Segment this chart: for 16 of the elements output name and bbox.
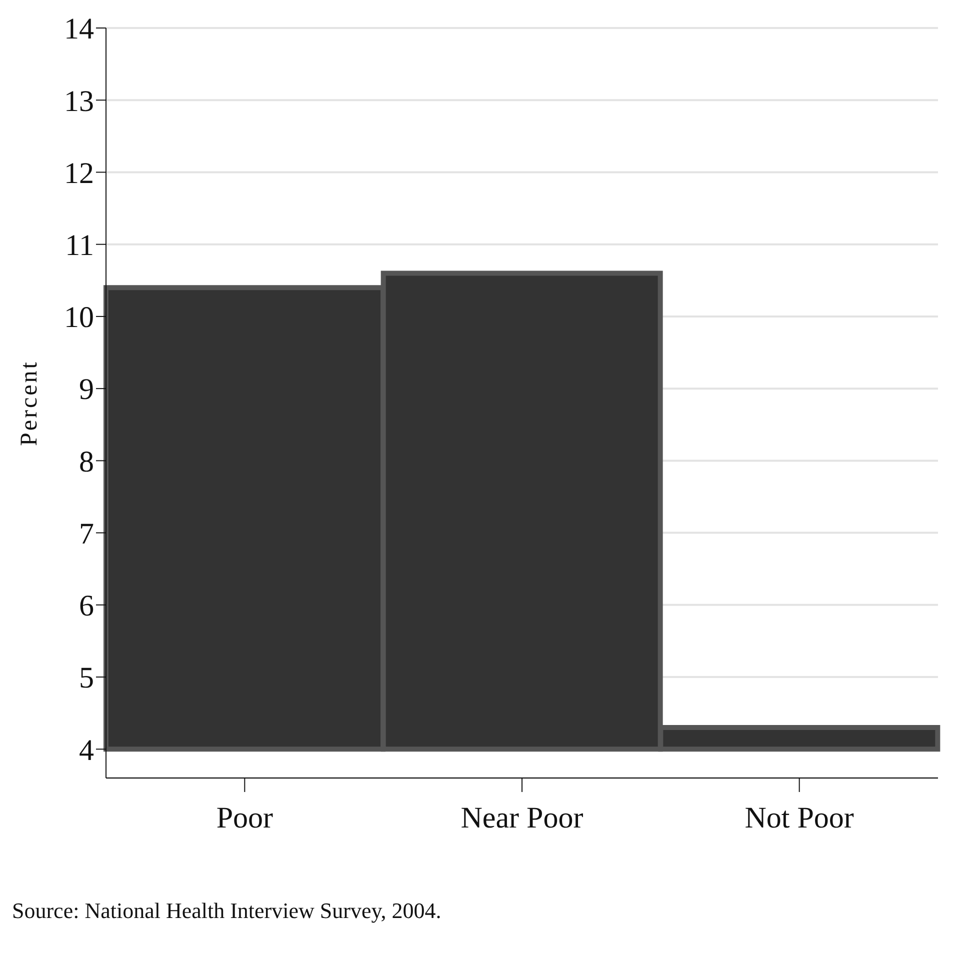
y-tick-label: 5 xyxy=(79,662,94,695)
y-tick-label: 6 xyxy=(79,590,94,623)
y-tick-label: 14 xyxy=(64,12,94,46)
y-tick-label: 9 xyxy=(79,373,94,406)
x-tick-label: Near Poor xyxy=(460,801,584,834)
y-tick-label: 4 xyxy=(79,734,94,767)
y-tick-label: 12 xyxy=(64,156,94,190)
source-note: Source: National Health Interview Survey, 2004. xyxy=(12,898,442,924)
x-tick-label: Not Poor xyxy=(744,801,854,834)
y-axis-title: Percent xyxy=(16,360,43,446)
y-tick-label: 7 xyxy=(79,517,94,550)
y-tick-label: 8 xyxy=(79,445,94,478)
y-tick-label: 10 xyxy=(64,301,94,334)
x-tick-label: Poor xyxy=(216,801,274,834)
y-tick-label: 13 xyxy=(64,84,94,118)
y-tick-label: 11 xyxy=(65,228,94,262)
